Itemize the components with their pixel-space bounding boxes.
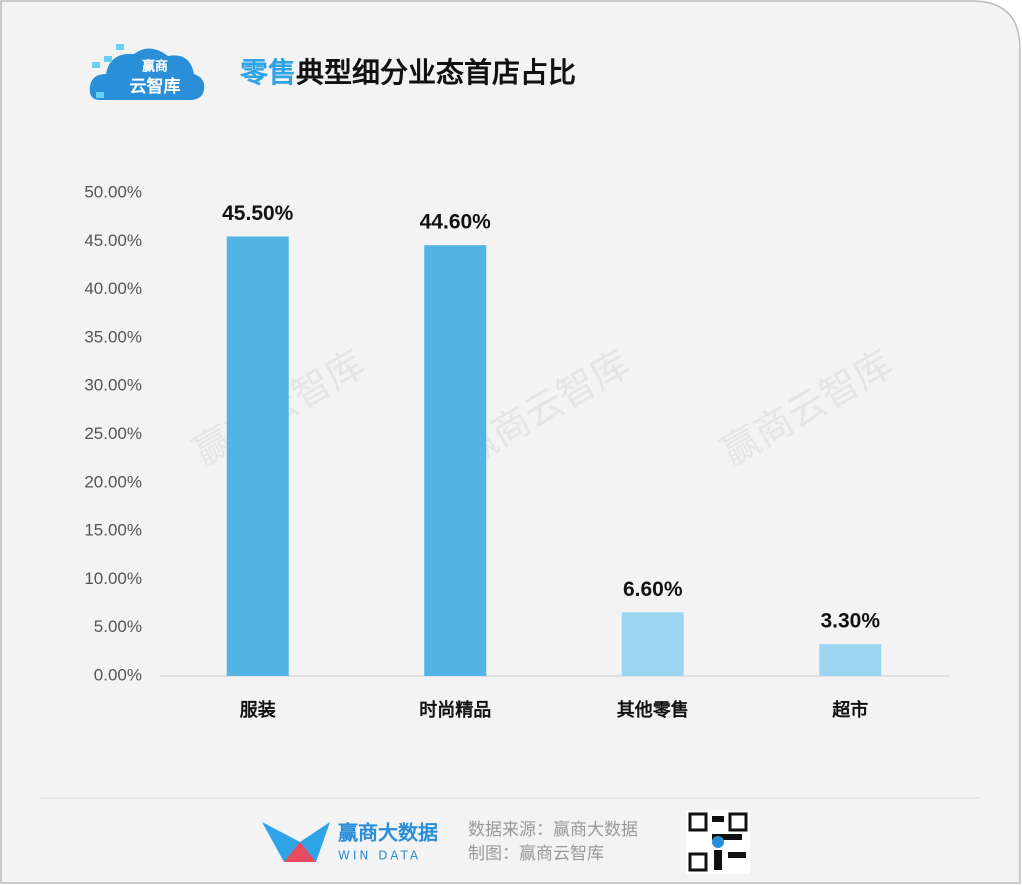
title-highlight: 零售 bbox=[240, 56, 296, 89]
x-tick-label: 超市 bbox=[832, 699, 868, 721]
y-tick-label: 5.00% bbox=[94, 617, 142, 636]
y-tick-label: 45.00% bbox=[84, 231, 142, 250]
y-tick-label: 15.00% bbox=[84, 521, 142, 540]
brand-logo-accent bbox=[284, 842, 316, 862]
footer: 赢商大数据 WIN DATA 数据来源：赢商大数据 制图：赢商云智库 bbox=[262, 810, 750, 874]
x-tick-label: 时尚精品 bbox=[419, 699, 491, 721]
qr-code bbox=[686, 810, 750, 874]
brand-logo bbox=[262, 822, 330, 862]
title-rest: 典型细分业态首店占比 bbox=[296, 56, 576, 89]
chart-title: 零售典型细分业态首店占比 bbox=[240, 56, 576, 89]
bar bbox=[819, 644, 882, 676]
bar bbox=[424, 245, 487, 676]
y-tick-label: 20.00% bbox=[84, 472, 142, 491]
value-label: 44.60% bbox=[420, 211, 492, 234]
y-tick-label: 50.00% bbox=[84, 182, 142, 201]
value-label: 3.30% bbox=[820, 610, 880, 633]
y-tick-label: 25.00% bbox=[84, 424, 142, 443]
y-tick-label: 10.00% bbox=[84, 569, 142, 588]
x-tick-label: 服装 bbox=[240, 699, 276, 721]
x-tick-label: 其他零售 bbox=[617, 699, 689, 721]
logo-top: 赢商 bbox=[142, 59, 168, 75]
y-tick-label: 40.00% bbox=[84, 279, 142, 298]
logo: 赢商 云智库 bbox=[89, 44, 205, 100]
logo-bottom: 云智库 bbox=[130, 76, 181, 97]
value-label: 6.60% bbox=[623, 578, 683, 601]
bar bbox=[226, 236, 289, 676]
value-label: 45.50% bbox=[222, 202, 294, 225]
y-tick-label: 30.00% bbox=[84, 376, 142, 395]
brand-en: WIN DATA bbox=[338, 849, 421, 863]
source: 数据来源：赢商大数据 bbox=[468, 820, 638, 840]
y-tick-label: 0.00% bbox=[94, 665, 142, 684]
y-tick-label: 35.00% bbox=[84, 327, 142, 346]
bar bbox=[621, 612, 684, 676]
brand: 赢商大数据 bbox=[338, 821, 438, 845]
made-by: 制图：赢商云智库 bbox=[468, 844, 604, 864]
